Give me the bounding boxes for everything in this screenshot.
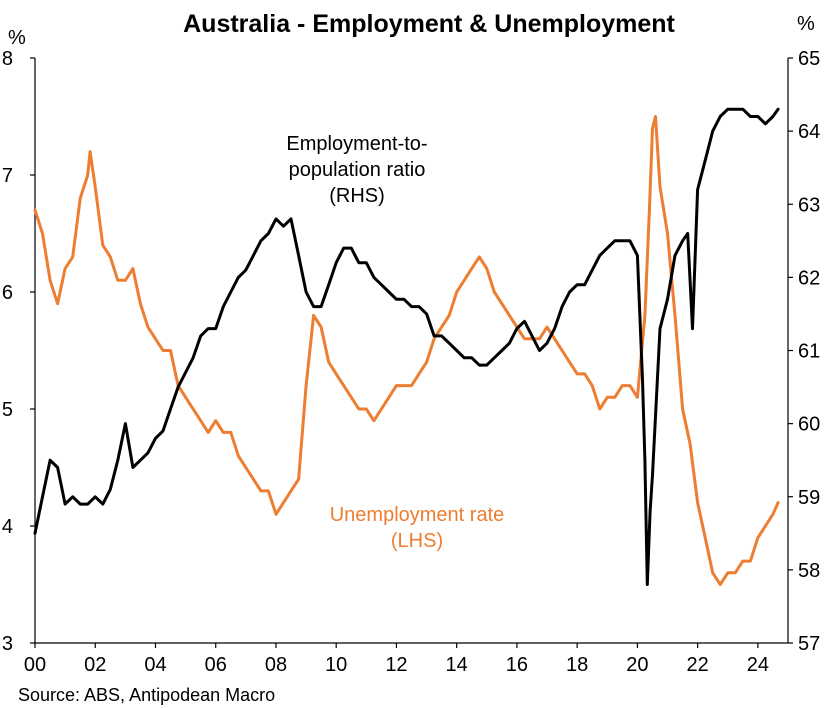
right-tick-label: 58 xyxy=(798,560,820,582)
x-tick-label: 04 xyxy=(144,654,166,676)
left-axis-ticks: 3 4 5 6 7 8 xyxy=(2,48,35,655)
x-tick-label: 22 xyxy=(687,654,709,676)
left-tick-label: 6 xyxy=(2,282,13,304)
right-tick-label: 61 xyxy=(798,341,820,363)
x-tick-label: 06 xyxy=(205,654,227,676)
employment-annotation-line-3: (RHS) xyxy=(329,185,385,207)
right-tick-label: 60 xyxy=(798,414,820,436)
source-note: Source: ABS, Antipodean Macro xyxy=(18,685,275,705)
x-tick-label: 12 xyxy=(385,654,407,676)
right-tick-label: 59 xyxy=(798,487,820,509)
employment-annotation-line-1: Employment-to- xyxy=(286,133,427,155)
right-axis-ticks: 57 58 59 60 61 62 63 64 65 xyxy=(788,48,820,655)
left-tick-label: 4 xyxy=(2,516,13,538)
x-tick-label: 18 xyxy=(566,654,588,676)
right-tick-label: 64 xyxy=(798,121,820,143)
series-layer xyxy=(33,107,780,586)
x-tick-label: 02 xyxy=(84,654,106,676)
left-tick-label: 8 xyxy=(2,48,13,70)
x-tick-label: 16 xyxy=(506,654,528,676)
left-tick-label: 3 xyxy=(2,633,13,655)
x-tick-label: 20 xyxy=(626,654,648,676)
x-tick-label: 14 xyxy=(446,654,468,676)
right-tick-label: 63 xyxy=(798,194,820,216)
right-tick-label: 62 xyxy=(798,267,820,289)
chart-title: Australia - Employment & Unemployment xyxy=(183,10,675,38)
employment-ratio-line xyxy=(33,107,780,586)
left-tick-label: 5 xyxy=(2,399,13,421)
x-tick-label: 24 xyxy=(747,654,769,676)
left-tick-label: 7 xyxy=(2,165,13,187)
right-tick-label: 57 xyxy=(798,633,820,655)
unemployment-annotation: Unemployment rate (LHS) xyxy=(330,504,505,552)
unemployment-annotation-line-1: Unemployment rate xyxy=(330,504,505,526)
x-axis-ticks: 00 02 04 06 08 10 12 14 16 18 20 22 24 xyxy=(24,643,769,676)
employment-annotation-line-2: population ratio xyxy=(289,159,426,181)
left-axis-unit: % xyxy=(8,27,26,49)
x-tick-label: 00 xyxy=(24,654,46,676)
right-tick-label: 65 xyxy=(798,48,820,70)
x-tick-label: 10 xyxy=(325,654,347,676)
unemployment-rate-line xyxy=(33,115,780,586)
x-tick-label: 08 xyxy=(265,654,287,676)
unemployment-annotation-line-2: (LHS) xyxy=(391,530,443,552)
right-axis-unit: % xyxy=(797,13,815,35)
employment-annotation: Employment-to- population ratio (RHS) xyxy=(286,133,427,207)
